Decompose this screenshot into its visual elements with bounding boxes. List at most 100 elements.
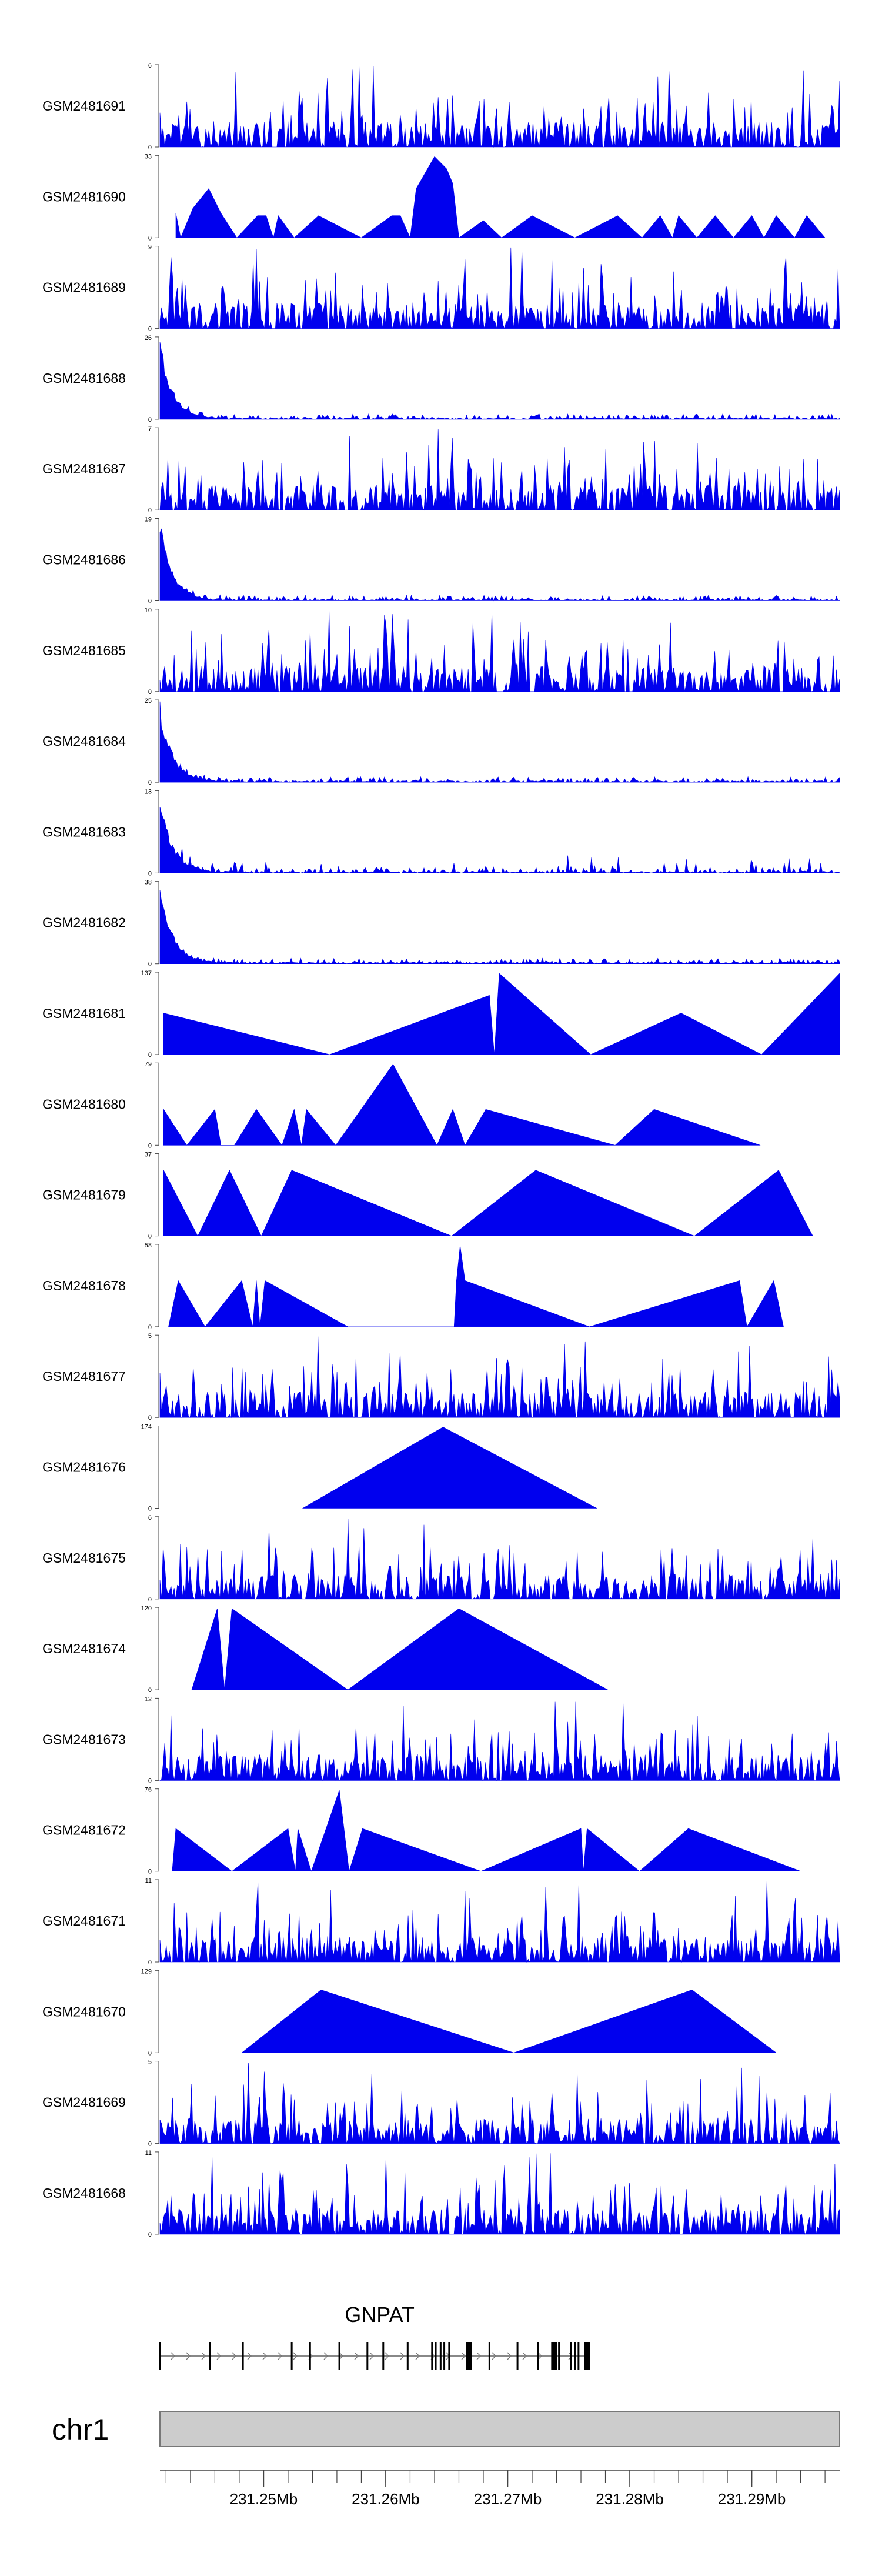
coverage-area — [168, 1245, 784, 1327]
y-min-label: 0 — [148, 1414, 152, 1422]
track-GSM2481670: GSM2481670 129 0 — [42, 1968, 777, 2057]
strand-arrow — [476, 2352, 481, 2360]
track-label: GSM2481668 — [42, 2185, 126, 2201]
gene-exon — [448, 2342, 450, 2370]
coverage-area — [159, 342, 840, 420]
track-label: GSM2481679 — [42, 1187, 126, 1203]
track-GSM2481673: GSM2481673 12 0 — [42, 1696, 840, 1784]
coverage-area — [191, 1608, 608, 1690]
y-max-label: 33 — [145, 153, 152, 160]
y-max-label: 25 — [145, 698, 152, 705]
coverage-area — [175, 156, 826, 239]
y-max-label: 79 — [145, 1060, 152, 1067]
track-label: GSM2481685 — [42, 643, 126, 658]
coverage-area — [159, 2153, 840, 2235]
coverage-area — [163, 1063, 761, 1146]
y-max-label: 129 — [141, 1968, 152, 1975]
track-GSM2481681: GSM2481681 137 0 — [42, 970, 840, 1059]
gene-exon — [382, 2342, 385, 2370]
gene-exon — [558, 2342, 560, 2370]
coverage-area — [159, 2063, 840, 2144]
gene-exon — [516, 2342, 519, 2370]
gene-exon — [570, 2342, 572, 2370]
coverage-area — [159, 610, 840, 692]
coverage-area — [159, 528, 840, 602]
strand-arrow — [171, 2352, 175, 2360]
strand-arrow — [400, 2352, 405, 2360]
y-max-label: 7 — [148, 425, 152, 432]
y-max-label: 5 — [148, 2059, 152, 2066]
strand-arrow — [507, 2352, 512, 2360]
y-min-label: 0 — [148, 870, 152, 877]
strand-arrow — [415, 2352, 420, 2360]
y-max-label: 76 — [145, 1787, 152, 1794]
y-min-label: 0 — [148, 1596, 152, 1603]
track-label: GSM2481674 — [42, 1641, 126, 1656]
strand-arrow — [186, 2352, 191, 2360]
axis-tick-label: 231.29Mb — [718, 2490, 786, 2508]
gene-exon — [209, 2342, 211, 2370]
track-label: GSM2481691 — [42, 98, 126, 114]
strand-arrow — [293, 2352, 298, 2360]
strand-arrow — [492, 2352, 496, 2360]
y-min-label: 0 — [148, 1052, 152, 1059]
track-GSM2481676: GSM2481676 174 0 — [42, 1424, 597, 1513]
y-min-label: 0 — [148, 235, 152, 242]
y-min-label: 0 — [148, 2050, 152, 2057]
y-min-label: 0 — [148, 1959, 152, 1966]
y-min-label: 0 — [148, 507, 152, 514]
coverage-area — [159, 1336, 840, 1419]
axis-tick-label: 231.25Mb — [230, 2490, 298, 2508]
track-label: GSM2481682 — [42, 915, 126, 930]
y-max-label: 6 — [148, 62, 152, 69]
y-max-label: 37 — [145, 1152, 152, 1159]
track-GSM2481688: GSM2481688 26 0 — [42, 335, 840, 423]
y-min-label: 0 — [148, 598, 152, 605]
strand-arrow — [216, 2352, 221, 2360]
track-label: GSM2481672 — [42, 1823, 126, 1838]
y-min-label: 0 — [148, 1233, 152, 1240]
strand-arrow — [522, 2352, 527, 2360]
strand-arrow — [278, 2352, 282, 2360]
gene-exon — [439, 2342, 442, 2370]
track-GSM2481684: GSM2481684 25 0 — [42, 698, 840, 786]
track-GSM2481668: GSM2481668 11 0 — [42, 2150, 840, 2238]
y-max-label: 13 — [145, 788, 152, 795]
coverage-area — [241, 1989, 777, 2053]
axis-tick-label: 231.28Mb — [596, 2490, 664, 2508]
y-max-label: 19 — [145, 516, 152, 523]
gene-exon — [574, 2342, 576, 2370]
gene-exon — [366, 2342, 369, 2370]
track-GSM2481690: GSM2481690 33 0 — [42, 153, 826, 242]
strand-arrow — [461, 2352, 466, 2360]
y-max-label: 58 — [145, 1242, 152, 1249]
strand-arrow — [232, 2352, 236, 2360]
y-min-label: 0 — [148, 1687, 152, 1694]
coverage-area — [163, 1170, 813, 1237]
gene-exon — [242, 2342, 244, 2370]
y-max-label: 5 — [148, 1333, 152, 1340]
y-min-label: 0 — [148, 144, 152, 151]
gene-exon — [309, 2342, 311, 2370]
gene-exon — [435, 2342, 437, 2370]
gene-exon — [551, 2342, 557, 2370]
chromosome-ideogram — [159, 2411, 840, 2447]
coverage-area — [159, 807, 840, 873]
coverage-area — [302, 1427, 597, 1509]
y-min-label: 0 — [148, 1868, 152, 1876]
y-max-label: 26 — [145, 335, 152, 342]
track-GSM2481675: GSM2481675 6 0 — [42, 1514, 840, 1603]
gene-exon — [159, 2342, 161, 2370]
coverage-area — [159, 429, 840, 511]
y-max-label: 11 — [145, 1877, 152, 1884]
y-min-label: 0 — [148, 1142, 152, 1149]
track-label: GSM2481673 — [42, 1731, 126, 1747]
gene-exon — [406, 2342, 409, 2370]
y-max-label: 9 — [148, 244, 152, 251]
track-label: GSM2481677 — [42, 1369, 126, 1384]
coverage-area — [159, 1880, 840, 1963]
gene-exon — [431, 2342, 433, 2370]
y-min-label: 0 — [148, 2231, 152, 2238]
track-label: GSM2481671 — [42, 1913, 126, 1928]
coverage-area — [159, 1701, 840, 1781]
